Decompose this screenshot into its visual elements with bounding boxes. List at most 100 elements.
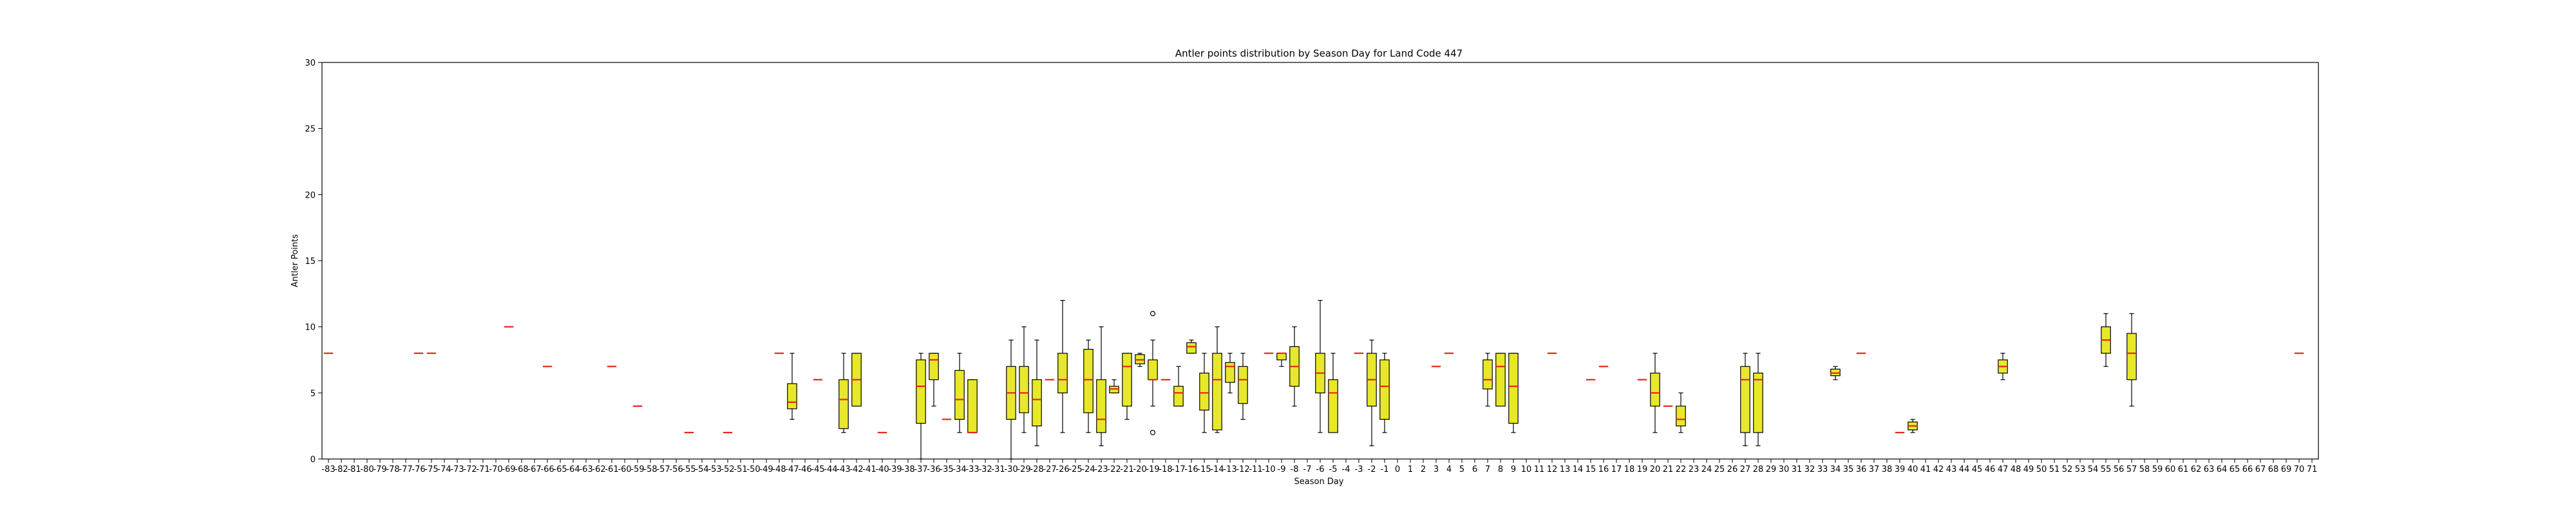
x-tick-label: -73 [450,465,464,474]
x-tick-label: -5 [1329,465,1338,474]
box-28 [1753,353,1763,447]
x-tick-label: 57 [2126,465,2137,474]
box--43 [838,353,849,433]
box-20 [1650,353,1660,433]
x-tick-label: 27 [1740,465,1751,474]
x-tick-label: 39 [1895,465,1906,474]
box--30 [1006,339,1016,460]
x-tick-label: 71 [2307,465,2318,474]
x-tick-label: 40 [1908,465,1918,474]
box-body [1676,406,1686,427]
x-tick-label: 62 [2191,465,2202,474]
box-body [1212,353,1222,431]
x-tick-label: -33 [965,465,979,474]
x-tick-label: 15 [1586,465,1596,474]
x-tick-label: -64 [566,465,580,474]
x-tick-label: -70 [489,465,502,474]
x-tick-label: 65 [2230,465,2240,474]
x-tick-label: 3 [1434,465,1439,474]
x-tick-label: -47 [785,465,799,474]
box-body [1199,372,1209,411]
x-tick-label: -17 [1171,465,1185,474]
y-tick-label: 25 [305,125,316,135]
x-tick-label: 53 [2075,465,2086,474]
x-tick-label: 56 [2114,465,2125,474]
box-57 [2126,313,2137,407]
box--14 [1212,326,1222,433]
x-tick-label: -15 [1197,465,1211,474]
x-tick-label: -56 [669,465,683,474]
box--19 [1148,311,1158,436]
box-body [1379,359,1390,420]
x-tick-label: 33 [1817,465,1828,474]
box--28 [1032,339,1042,447]
x-tick-label: -29 [1017,465,1030,474]
box-body [1650,372,1660,407]
x-tick-label: -58 [643,465,657,474]
box--13 [1225,353,1235,393]
x-tick-label: -18 [1159,465,1172,474]
box--24 [1083,339,1094,433]
x-tick-label: -81 [347,465,361,474]
box--1 [1379,353,1390,433]
x-tick-label: -30 [1004,465,1018,474]
x-tick-label: 32 [1804,465,1815,474]
x-tick-label: -44 [824,465,837,474]
box-body [1740,366,1750,433]
x-tick-label: -16 [1184,465,1198,474]
x-tick-label: -19 [1146,465,1159,474]
box--12 [1238,353,1248,420]
x-tick-label: -38 [901,465,914,474]
x-tick-label: -83 [321,465,335,474]
x-tick-label: -31 [991,465,1005,474]
box-body [1482,359,1493,389]
box-8 [1495,353,1506,407]
x-tick-label: -25 [1068,465,1082,474]
x-tick-label: 13 [1560,465,1571,474]
box-body [1328,379,1338,433]
x-tick-label: 18 [1624,465,1635,474]
y-tick-label: 5 [310,389,316,398]
box-7 [1482,353,1493,407]
box-body [1753,372,1763,433]
box--8 [1289,326,1300,407]
box-40 [1908,418,1918,433]
x-tick-label: 68 [2268,465,2279,474]
x-tick-label: 1 [1408,465,1413,474]
x-tick-label: -42 [849,465,863,474]
x-tick-label: -68 [515,465,528,474]
x-tick-label: 45 [1972,465,1983,474]
y-axis: 0 5 10 15 20 25 30 [305,59,322,465]
x-tick-label: 16 [1598,465,1609,474]
box-body [838,379,849,429]
x-tick-label: 17 [1611,465,1622,474]
x-tick-label: -3 [1355,465,1363,474]
box-47 [1998,353,2008,380]
x-tick-label: -22 [1107,465,1121,474]
x-tick-label: -10 [1262,465,1275,474]
x-tick-label: 60 [2165,465,2176,474]
box-body [1173,386,1184,407]
plot-area [323,300,2304,460]
y-tick-label: 30 [305,59,316,68]
x-tick-label: -28 [1030,465,1043,474]
x-tick-label: 21 [1663,465,1674,474]
box--36 [929,353,939,407]
box-body [1057,353,1068,393]
box--5 [1328,353,1338,433]
x-tick-label: 70 [2294,465,2305,474]
box-body [1238,366,1248,404]
x-tick-label: 24 [1701,465,1712,474]
x-tick-label: -65 [553,465,567,474]
y-axis-label: Antler Points [290,234,300,288]
outlier-point [1150,429,1156,436]
x-tick-label: -27 [1043,465,1056,474]
x-tick-label: 37 [1869,465,1880,474]
x-tick-label: 23 [1689,465,1700,474]
x-tick-label: -43 [837,465,850,474]
box-body [1083,348,1094,413]
x-tick-label: 41 [1920,465,1931,474]
x-tick-label: -45 [811,465,824,474]
x-tick-label: 66 [2242,465,2253,474]
x-tick-label: 7 [1485,465,1490,474]
